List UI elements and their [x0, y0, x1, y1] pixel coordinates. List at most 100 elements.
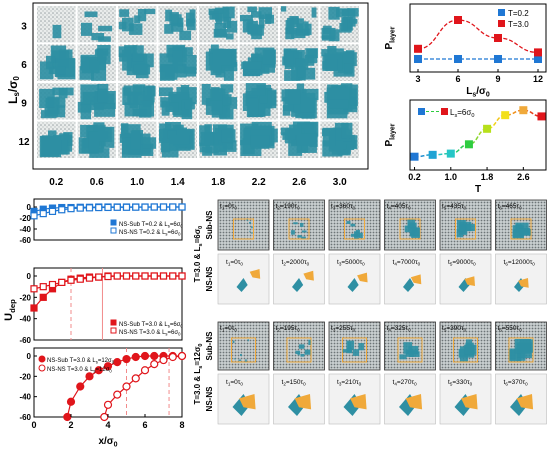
label-part: 3 — [333, 206, 336, 211]
label-part: 5 — [450, 262, 453, 267]
snapshot-cell — [199, 83, 238, 120]
nanosheet — [159, 87, 173, 97]
y-tick-label: -60 — [19, 336, 31, 345]
label-part: 0 — [464, 206, 467, 211]
row-label: Sub-NS — [205, 210, 214, 240]
data-point — [483, 124, 492, 133]
label-part: P — [384, 43, 395, 50]
nanosheet — [346, 221, 351, 224]
nanosheet — [399, 354, 407, 360]
column-label: 1.4 — [171, 177, 185, 188]
data-point — [414, 44, 422, 53]
label-part: 0 — [178, 332, 181, 337]
label-part: t — [220, 325, 222, 332]
label-part: 3 — [339, 262, 342, 267]
data-point — [410, 152, 419, 161]
label-part: 0 — [307, 262, 310, 267]
label-part: =6σ — [168, 330, 179, 336]
snapshot-cell — [280, 44, 319, 81]
y-tick-label: 0 — [27, 352, 32, 361]
data-point — [141, 272, 149, 280]
nanosheet-top — [350, 394, 367, 410]
x-axis-label: x/σ0 — [98, 436, 117, 449]
snapshot-cell — [158, 6, 197, 43]
group-side-label: T=3.0 & Ls=6σ0 — [193, 226, 204, 283]
label-part: =7000τ — [397, 259, 418, 266]
column-label: 2.6 — [292, 177, 306, 188]
nanosheet — [39, 135, 62, 158]
time-label: t5=330τ0 — [448, 379, 473, 387]
data-point — [519, 106, 528, 115]
snapshot-cell — [320, 44, 359, 81]
label-part: dep — [8, 299, 17, 313]
nanosheet — [40, 61, 54, 80]
plot-frame — [409, 99, 547, 171]
nanosheet — [325, 59, 338, 71]
nanosheet — [247, 6, 257, 13]
time-label: t1=0τ0 — [220, 203, 237, 211]
nanosheet — [349, 84, 358, 106]
label-part: 0 — [470, 382, 473, 387]
data-point — [150, 272, 158, 280]
nanosheet — [250, 135, 270, 149]
data-point — [169, 272, 177, 280]
nanosheet — [249, 221, 252, 224]
time-label: t1=0τ0 — [226, 259, 243, 267]
data-point — [159, 355, 168, 365]
nanosheet — [89, 148, 110, 158]
nanosheet-top — [357, 272, 368, 283]
nanosheet — [204, 124, 212, 137]
label-part: NS-NS T=3.0 & L — [47, 367, 94, 373]
nanosheet — [213, 29, 228, 38]
data-point — [48, 207, 57, 215]
highlight-box — [342, 337, 367, 363]
time-label: t2=2000τ0 — [282, 259, 310, 267]
nanosheet — [91, 33, 105, 41]
label-part: t — [498, 203, 500, 210]
highlight-box — [397, 337, 423, 363]
label-part: 4 — [388, 206, 391, 211]
label-part: x/σ — [98, 436, 113, 447]
label-part: t — [337, 379, 339, 386]
nanosheet — [301, 236, 306, 239]
nanosheet — [222, 94, 232, 106]
legend-swatch — [418, 108, 425, 115]
nanosheet — [133, 64, 151, 75]
nanosheet — [328, 6, 340, 20]
nanosheet — [81, 22, 93, 36]
legend-swatch — [498, 9, 505, 16]
snapshot-grid — [37, 6, 359, 158]
label-part: 4 — [394, 262, 397, 267]
data-point — [39, 283, 47, 291]
time-label: t2=150τ0 — [282, 379, 307, 387]
data-point — [66, 397, 76, 406]
nanosheet — [284, 70, 301, 81]
nanosheet — [305, 54, 315, 66]
time-label: t4=270τ0 — [393, 379, 418, 387]
nanosheet — [210, 65, 222, 76]
snapshot-sub — [439, 199, 492, 251]
time-label: t5=435τ0 — [442, 203, 467, 211]
legend-label: T=3.0 — [508, 20, 529, 29]
nanosheet — [297, 352, 300, 356]
label-part: 6 — [499, 206, 502, 211]
label-part: =325τ — [391, 325, 409, 332]
label-part: =6σ — [193, 228, 202, 243]
nanosheet — [104, 93, 114, 105]
data-point — [67, 205, 75, 213]
label-part: =9000τ — [452, 259, 473, 266]
nanosheet — [297, 66, 306, 78]
nanosheet — [58, 49, 73, 60]
label-part: =0τ — [230, 259, 240, 266]
data-point — [131, 352, 140, 362]
label-part: 2 — [283, 262, 286, 267]
data-point — [150, 351, 159, 361]
row-label: Sub-NS — [205, 331, 214, 361]
nanosheet — [82, 91, 98, 102]
nanosheet — [341, 17, 348, 31]
nanosheet — [328, 99, 349, 109]
label-part: 6 — [499, 328, 502, 333]
label-part: t — [387, 203, 389, 210]
nanosheet — [165, 102, 179, 112]
nanosheet — [285, 27, 295, 40]
